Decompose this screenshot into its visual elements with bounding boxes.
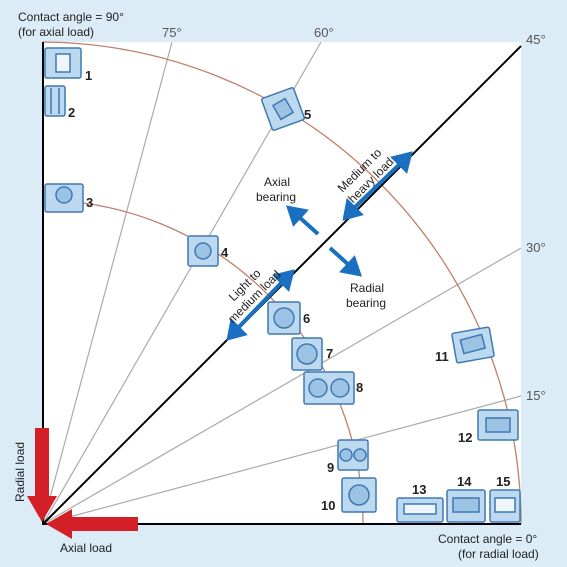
bearing-number-13: 13	[412, 482, 426, 497]
bearing-number-4: 4	[221, 245, 229, 260]
bearing-icon-7	[291, 337, 323, 371]
bearing-number-1: 1	[85, 68, 92, 83]
bearing-number-2: 2	[68, 105, 75, 120]
angle-label-45: 45°	[526, 32, 546, 47]
axial-direction-arrow	[286, 205, 320, 236]
ray-75	[42, 41, 173, 525]
radial-load-label: Radial load	[13, 442, 27, 502]
bearing-number-5: 5	[304, 107, 311, 122]
angle-label-15: 15°	[526, 388, 546, 403]
bearing-icon-9	[337, 439, 369, 471]
axial-bearing-line2: bearing	[256, 190, 296, 204]
bearing-icon-10	[341, 477, 377, 513]
bearing-icon-13	[396, 497, 444, 523]
angle-label-60: 60°	[314, 25, 334, 40]
bearing-icon-5	[261, 87, 305, 131]
contact-angle-0-label: Contact angle = 0°	[438, 532, 537, 546]
light-load-arrow	[226, 269, 295, 341]
radial-direction-arrow	[328, 246, 362, 277]
axial-bearing-line1: Axial	[264, 175, 290, 189]
axial-load-arrow	[46, 509, 138, 539]
bearing-number-8: 8	[356, 380, 363, 395]
bearing-icon-11	[451, 326, 495, 364]
bearing-number-15: 15	[496, 474, 510, 489]
heavy-load-arrow	[342, 151, 413, 221]
bearing-number-10: 10	[321, 498, 335, 513]
bearing-number-11: 11	[435, 349, 449, 364]
bearing-number-7: 7	[326, 346, 333, 361]
bearing-number-9: 9	[327, 460, 334, 475]
bearing-icon-4	[187, 235, 219, 267]
bearing-numbers: 1 2 3 4 5 6 7 8 9 10 11 12 13 14 15	[68, 68, 510, 513]
ray-30	[42, 247, 522, 525]
bearing-number-14: 14	[457, 474, 472, 489]
radial-load-arrow	[27, 428, 57, 522]
axial-load-label: Axial load	[60, 541, 112, 555]
bearing-number-12: 12	[458, 430, 472, 445]
ray-15	[42, 395, 522, 525]
bearing-icon-6	[267, 301, 301, 335]
bearing-icons	[44, 47, 521, 523]
angle-rays	[42, 41, 522, 525]
contact-angle-90-label: Contact angle = 90°	[18, 10, 124, 24]
radial-bearing-line2: bearing	[346, 296, 386, 310]
angle-label-30: 30°	[526, 240, 546, 255]
bearing-number-6: 6	[303, 311, 310, 326]
bearing-icon-8	[303, 371, 355, 405]
bearing-icon-1	[44, 47, 82, 79]
bearing-icon-2	[44, 85, 66, 117]
angle-label-75: 75°	[162, 25, 182, 40]
diagonal-45	[42, 45, 522, 525]
radial-bearing-line1: Radial	[350, 281, 384, 295]
bearing-icon-15	[489, 489, 521, 523]
bearing-number-3: 3	[86, 195, 93, 210]
bearing-icon-14	[446, 489, 486, 523]
axial-load-note: (for axial load)	[18, 25, 94, 39]
radial-load-note: (for radial load)	[458, 547, 539, 561]
bearing-icon-12	[477, 409, 519, 441]
bearing-icon-3	[44, 183, 84, 213]
